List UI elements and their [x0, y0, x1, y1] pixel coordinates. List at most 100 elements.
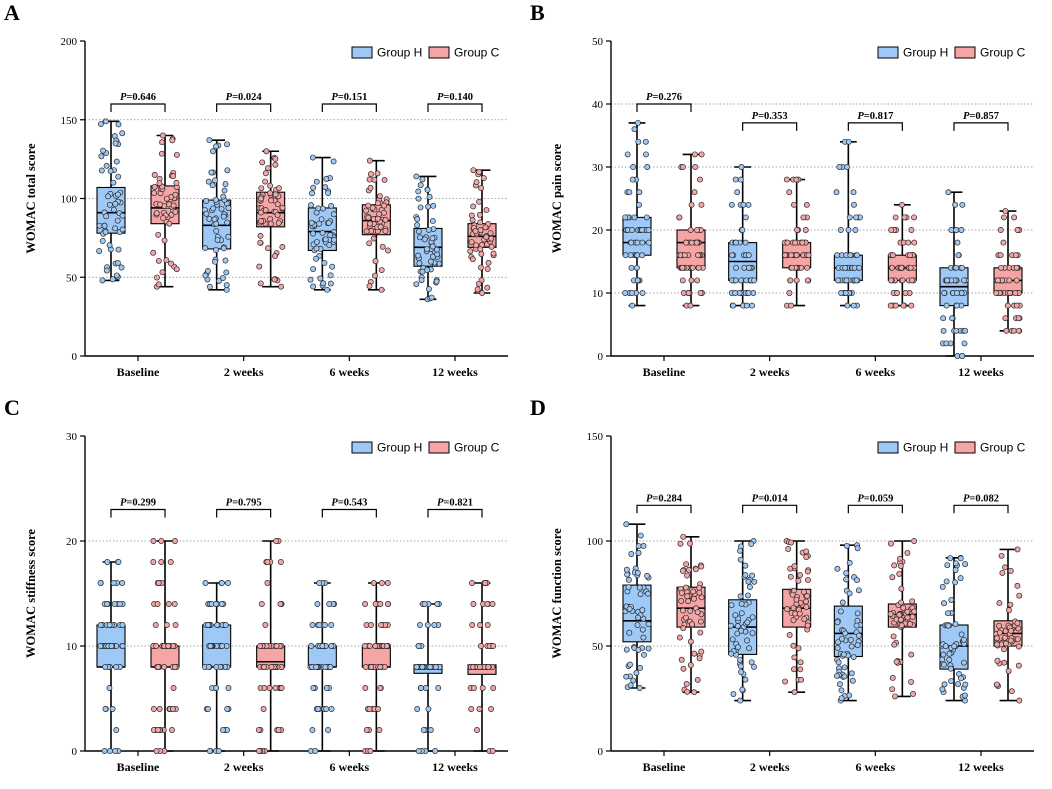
data-point	[378, 267, 385, 274]
data-point	[802, 227, 809, 233]
data-point	[628, 264, 635, 271]
data-point	[113, 272, 120, 279]
data-point	[99, 237, 106, 244]
data-point	[425, 286, 432, 293]
data-point	[268, 664, 275, 670]
data-point	[381, 202, 388, 209]
y-tick-label: 20	[592, 225, 604, 237]
data-point	[210, 148, 216, 155]
data-point	[374, 215, 381, 222]
data-point	[786, 632, 793, 638]
data-point	[160, 215, 167, 222]
p-value-label: P=0.082	[963, 493, 999, 504]
box-group-c	[361, 580, 392, 754]
data-point	[639, 626, 646, 633]
data-point	[696, 584, 703, 591]
data-point	[893, 658, 900, 665]
data-point	[1014, 582, 1021, 589]
data-point	[1013, 302, 1020, 309]
data-point	[150, 249, 157, 256]
data-point	[952, 560, 959, 567]
data-point	[172, 622, 179, 628]
data-point	[374, 170, 381, 177]
data-point	[834, 645, 841, 652]
data-point	[749, 614, 756, 621]
x-tick-label: Baseline	[117, 760, 160, 774]
y-tick-label: 30	[592, 162, 604, 174]
box-group-c	[256, 148, 286, 290]
data-point	[323, 706, 330, 712]
data-point	[634, 119, 641, 126]
data-point	[682, 614, 689, 621]
data-point	[116, 601, 123, 607]
y-tick-label: 100	[587, 536, 604, 548]
data-point	[432, 748, 439, 754]
data-point	[155, 231, 162, 238]
data-point	[153, 748, 160, 754]
p-value-label: P=0.795	[226, 498, 262, 509]
data-point	[1015, 327, 1022, 334]
data-point	[622, 290, 629, 296]
legend: Group H Group C	[351, 46, 500, 60]
data-point	[273, 538, 280, 544]
data-point	[480, 175, 487, 182]
data-point	[631, 126, 638, 133]
data-point	[743, 302, 750, 309]
data-point	[272, 191, 279, 198]
box-iqr	[676, 229, 706, 269]
box-group-h	[728, 164, 758, 309]
data-point	[1000, 214, 1007, 221]
data-point	[372, 643, 379, 649]
data-point	[415, 643, 422, 649]
data-point	[696, 655, 703, 662]
data-point	[101, 222, 108, 229]
data-point	[212, 196, 219, 203]
data-point	[309, 622, 316, 628]
data-point	[639, 252, 646, 259]
data-point	[104, 601, 111, 607]
data-point	[954, 239, 961, 246]
data-point	[797, 572, 803, 579]
data-point	[206, 283, 213, 290]
data-point	[747, 584, 753, 590]
data-point	[681, 252, 688, 259]
data-point	[737, 663, 744, 670]
data-point	[911, 608, 918, 615]
box-group-c	[467, 167, 497, 296]
data-point	[150, 706, 157, 712]
data-point	[730, 691, 737, 697]
data-point	[163, 257, 170, 264]
data-point	[165, 601, 172, 607]
data-point	[112, 200, 119, 207]
data-point	[843, 570, 850, 577]
data-point	[728, 602, 735, 609]
data-point	[1000, 646, 1007, 653]
data-point	[1007, 637, 1014, 644]
data-point	[277, 601, 284, 607]
data-point	[379, 243, 386, 250]
data-point	[413, 281, 420, 288]
data-point	[1011, 214, 1018, 221]
data-point	[846, 214, 853, 221]
data-point	[953, 264, 960, 271]
data-point	[854, 577, 860, 584]
data-point	[645, 239, 652, 246]
data-point	[363, 727, 370, 733]
data-point	[639, 290, 646, 296]
data-point	[843, 576, 850, 583]
data-point	[623, 566, 630, 573]
legend: Group H Group C	[877, 441, 1026, 455]
data-point	[955, 252, 962, 259]
data-point	[745, 592, 751, 599]
p-value-bracket	[216, 508, 272, 518]
data-point	[833, 189, 840, 196]
data-point	[265, 165, 271, 172]
data-point	[697, 618, 704, 625]
data-point	[366, 240, 373, 247]
data-point	[689, 621, 696, 628]
data-point	[309, 154, 316, 161]
data-point	[260, 706, 267, 712]
data-point	[852, 227, 859, 233]
legend-label-group-h: Group H	[377, 441, 422, 455]
box-group-c	[361, 157, 391, 293]
